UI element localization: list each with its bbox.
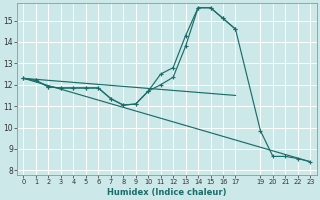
X-axis label: Humidex (Indice chaleur): Humidex (Indice chaleur) bbox=[107, 188, 227, 197]
